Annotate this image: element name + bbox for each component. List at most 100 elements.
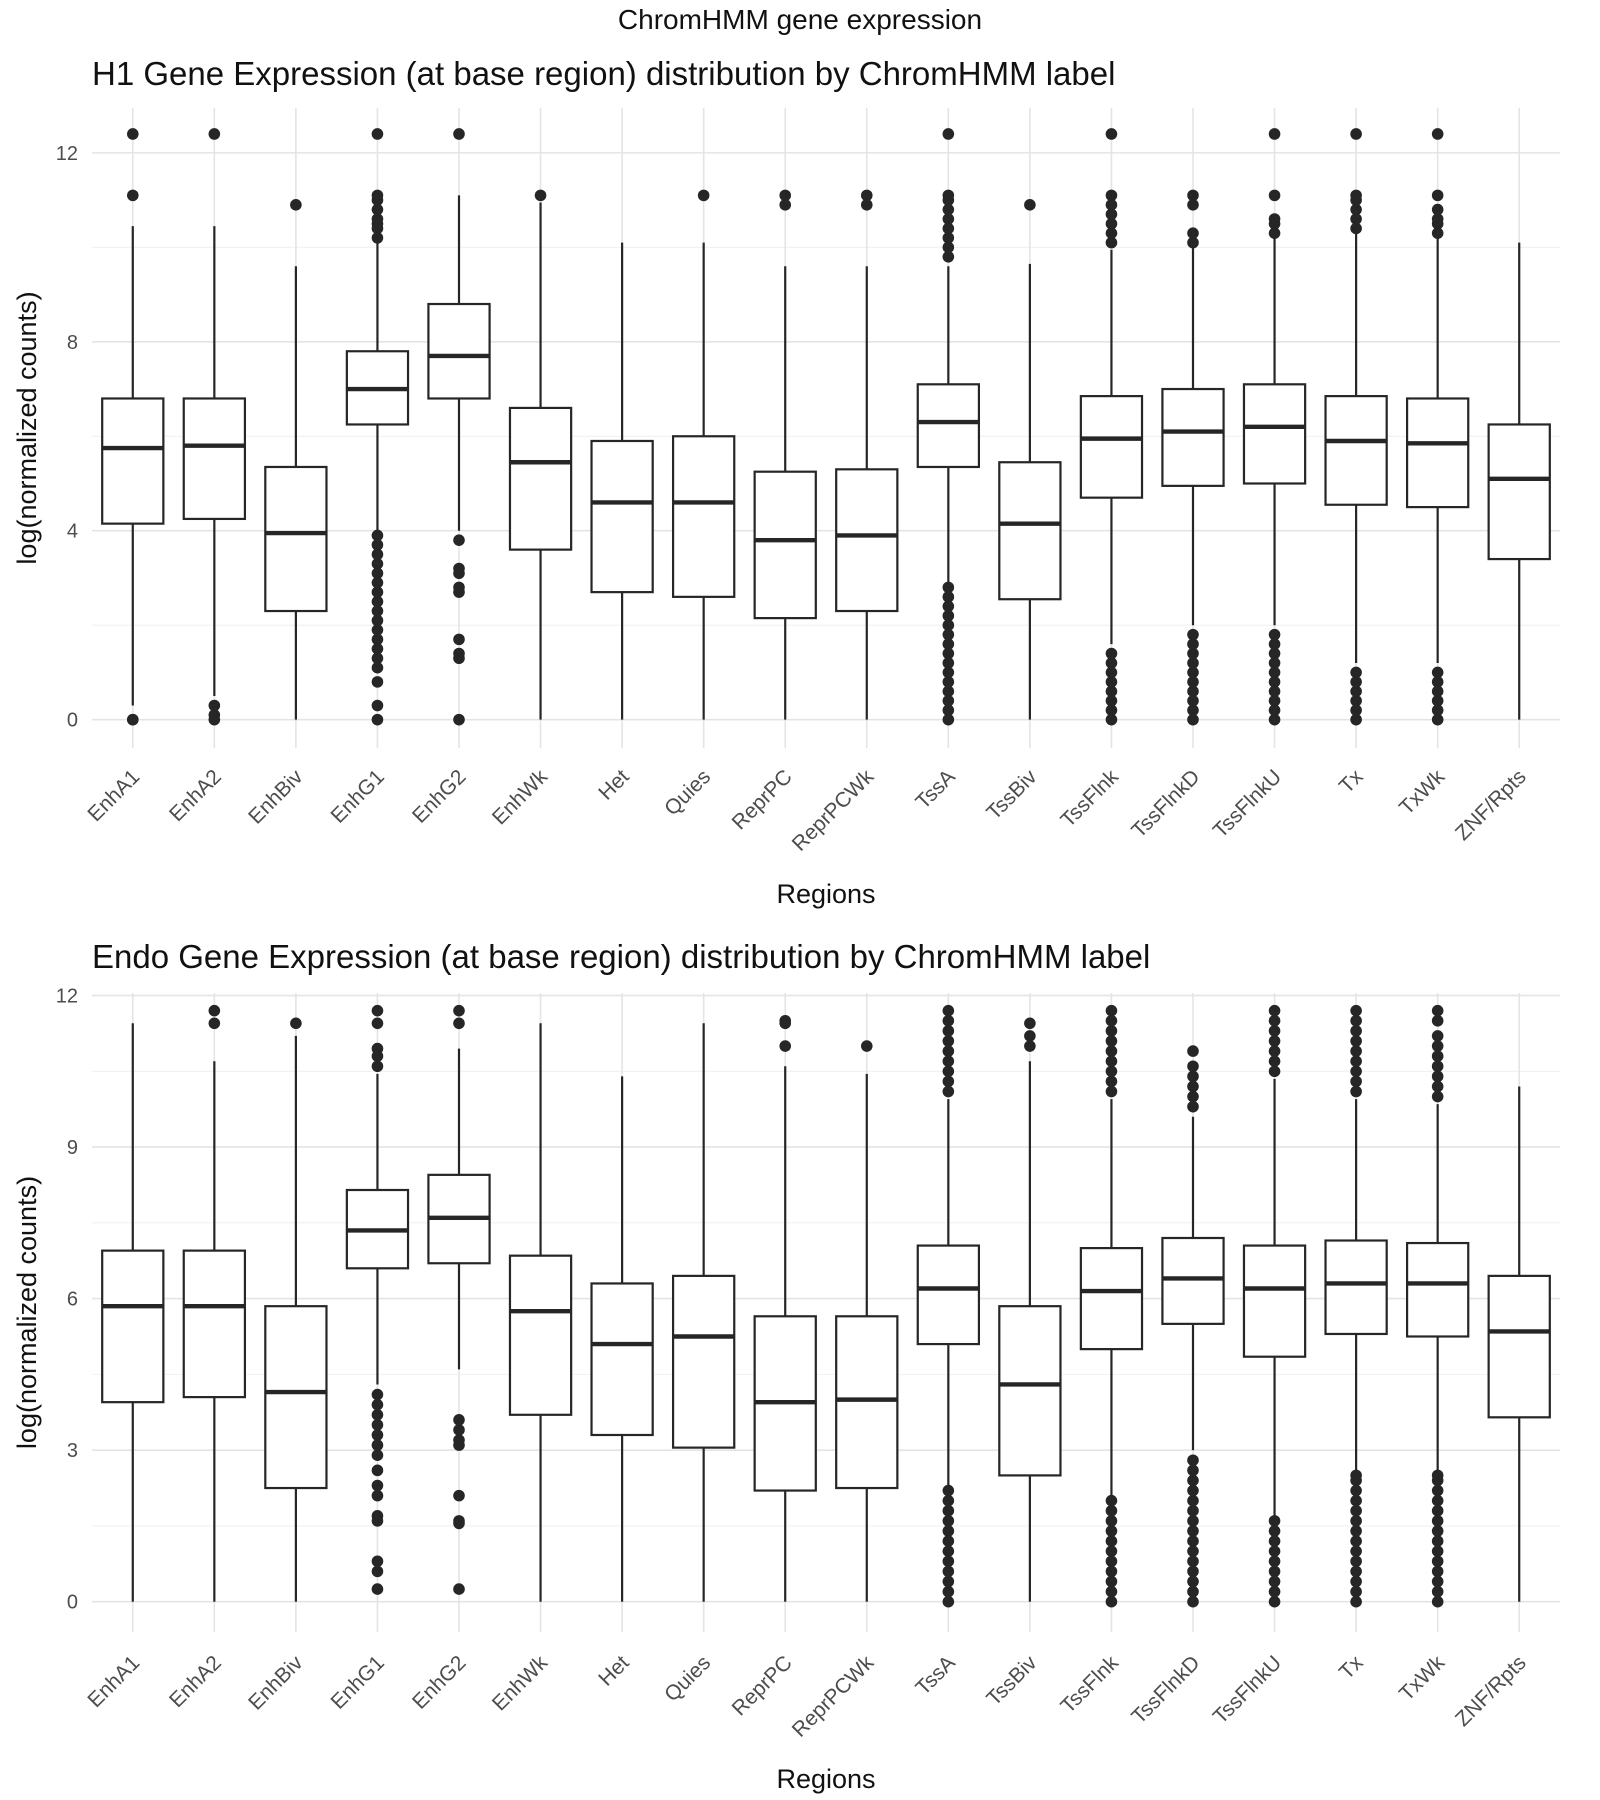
outlier-point	[942, 1004, 955, 1017]
outlier-point	[1105, 666, 1118, 679]
outlier-point	[1350, 666, 1362, 679]
outlier-point	[1105, 1575, 1118, 1588]
outlier-point	[1105, 1545, 1118, 1557]
outlier-point	[1431, 1070, 1444, 1083]
outlier-point	[371, 576, 384, 589]
outlier-point	[1431, 1030, 1444, 1042]
outlier-point	[453, 534, 465, 546]
outlier-point	[779, 199, 792, 211]
outlier-point	[1350, 222, 1362, 235]
outlier-point	[371, 1398, 384, 1411]
outlier-point	[371, 1388, 384, 1401]
iqr-box	[182, 1249, 247, 1399]
iqr-box	[1324, 1239, 1388, 1336]
outlier-point	[1105, 1525, 1118, 1537]
outlier-point	[942, 600, 955, 613]
outlier-point	[1431, 1535, 1444, 1547]
outlier-point	[1431, 1595, 1444, 1608]
outlier-point	[1105, 1504, 1118, 1517]
x-tick-label: ReprPCWk	[788, 765, 879, 856]
box-het	[590, 242, 654, 720]
outlier-point	[1268, 628, 1281, 641]
iqr-box	[1161, 387, 1225, 487]
outlier-point	[371, 1004, 384, 1017]
iqr-box	[101, 1249, 165, 1404]
outlier-point	[1350, 1085, 1362, 1098]
outlier-point	[1350, 1535, 1362, 1547]
y-axis-label: log(normalized counts)	[12, 291, 42, 564]
outlier-point	[1350, 1014, 1362, 1027]
y-tick-label: 4	[67, 521, 78, 543]
y-tick-label: 12	[56, 986, 78, 1008]
x-tick-label: Quies	[660, 1651, 715, 1706]
outlier-point	[942, 1525, 955, 1537]
x-tick-label: EnhG1	[326, 765, 389, 828]
outlier-point	[1268, 189, 1281, 202]
outlier-point	[1350, 1055, 1362, 1067]
outlier-point	[1431, 1555, 1444, 1568]
outlier-point	[1268, 1525, 1281, 1537]
box-reprpcwk	[835, 189, 899, 720]
outlier-point	[371, 1555, 384, 1568]
x-tick-label: EnhG1	[326, 1651, 389, 1714]
outlier-point	[371, 128, 384, 140]
box-enhg2	[427, 128, 491, 726]
outlier-point	[1187, 1515, 1199, 1527]
outlier-point	[1431, 1090, 1444, 1103]
outlier-point	[1187, 1575, 1199, 1588]
outlier-point	[371, 1429, 384, 1441]
x-tick-label: EnhBiv	[244, 1651, 308, 1715]
outlier-point	[942, 591, 955, 603]
outlier-point	[1268, 213, 1281, 225]
iqr-box	[264, 1305, 328, 1490]
outlier-point	[371, 189, 384, 202]
outlier-point	[371, 529, 384, 542]
outlier-point	[1105, 1014, 1118, 1027]
iqr-box	[1242, 383, 1307, 485]
outlier-point	[371, 557, 384, 570]
box-tx	[1324, 1004, 1388, 1608]
outlier-point	[942, 1484, 955, 1497]
outlier-point	[371, 567, 384, 580]
y-tick-label: 12	[56, 143, 78, 165]
box-tssflnk	[1079, 1004, 1144, 1608]
box-txwk	[1405, 128, 1470, 726]
y-tick-label: 0	[67, 1592, 78, 1614]
outlier-point	[1431, 128, 1444, 140]
outlier-point	[1268, 676, 1281, 688]
outlier-point	[371, 1565, 384, 1578]
x-tick-label: Het	[594, 765, 633, 804]
outlier-point	[453, 562, 465, 575]
outlier-point	[1105, 657, 1118, 669]
outlier-point	[1350, 1595, 1362, 1608]
outlier-point	[1187, 1454, 1199, 1467]
outlier-point	[453, 647, 465, 660]
outlier-point	[942, 676, 955, 688]
outlier-point	[371, 1060, 384, 1073]
box-tssflnkd	[1161, 189, 1225, 726]
x-tick-label: TssA	[911, 1651, 959, 1699]
outlier-point	[371, 1042, 384, 1055]
outlier-point	[1431, 704, 1444, 717]
x-tick-label: TxWk	[1395, 765, 1450, 820]
iqr-box	[998, 461, 1062, 601]
outlier-point	[1431, 1494, 1444, 1507]
outlier-point	[1105, 1045, 1118, 1057]
outlier-point	[371, 1464, 384, 1477]
outlier-point	[371, 1419, 384, 1431]
outlier-point	[371, 595, 384, 608]
outlier-point	[1187, 647, 1199, 660]
outlier-point	[534, 189, 547, 202]
outlier-point	[371, 1449, 384, 1462]
outlier-point	[942, 647, 955, 660]
outlier-point	[208, 1017, 221, 1030]
x-axis-label: Regions	[776, 1764, 875, 1794]
outlier-point	[1105, 1055, 1118, 1067]
outlier-point	[371, 713, 384, 726]
box-enhg1	[345, 128, 410, 726]
outlier-point	[1268, 128, 1281, 140]
x-tick-label: EnhWk	[488, 765, 552, 829]
outlier-point	[371, 586, 384, 598]
outlier-point	[1187, 1090, 1199, 1103]
